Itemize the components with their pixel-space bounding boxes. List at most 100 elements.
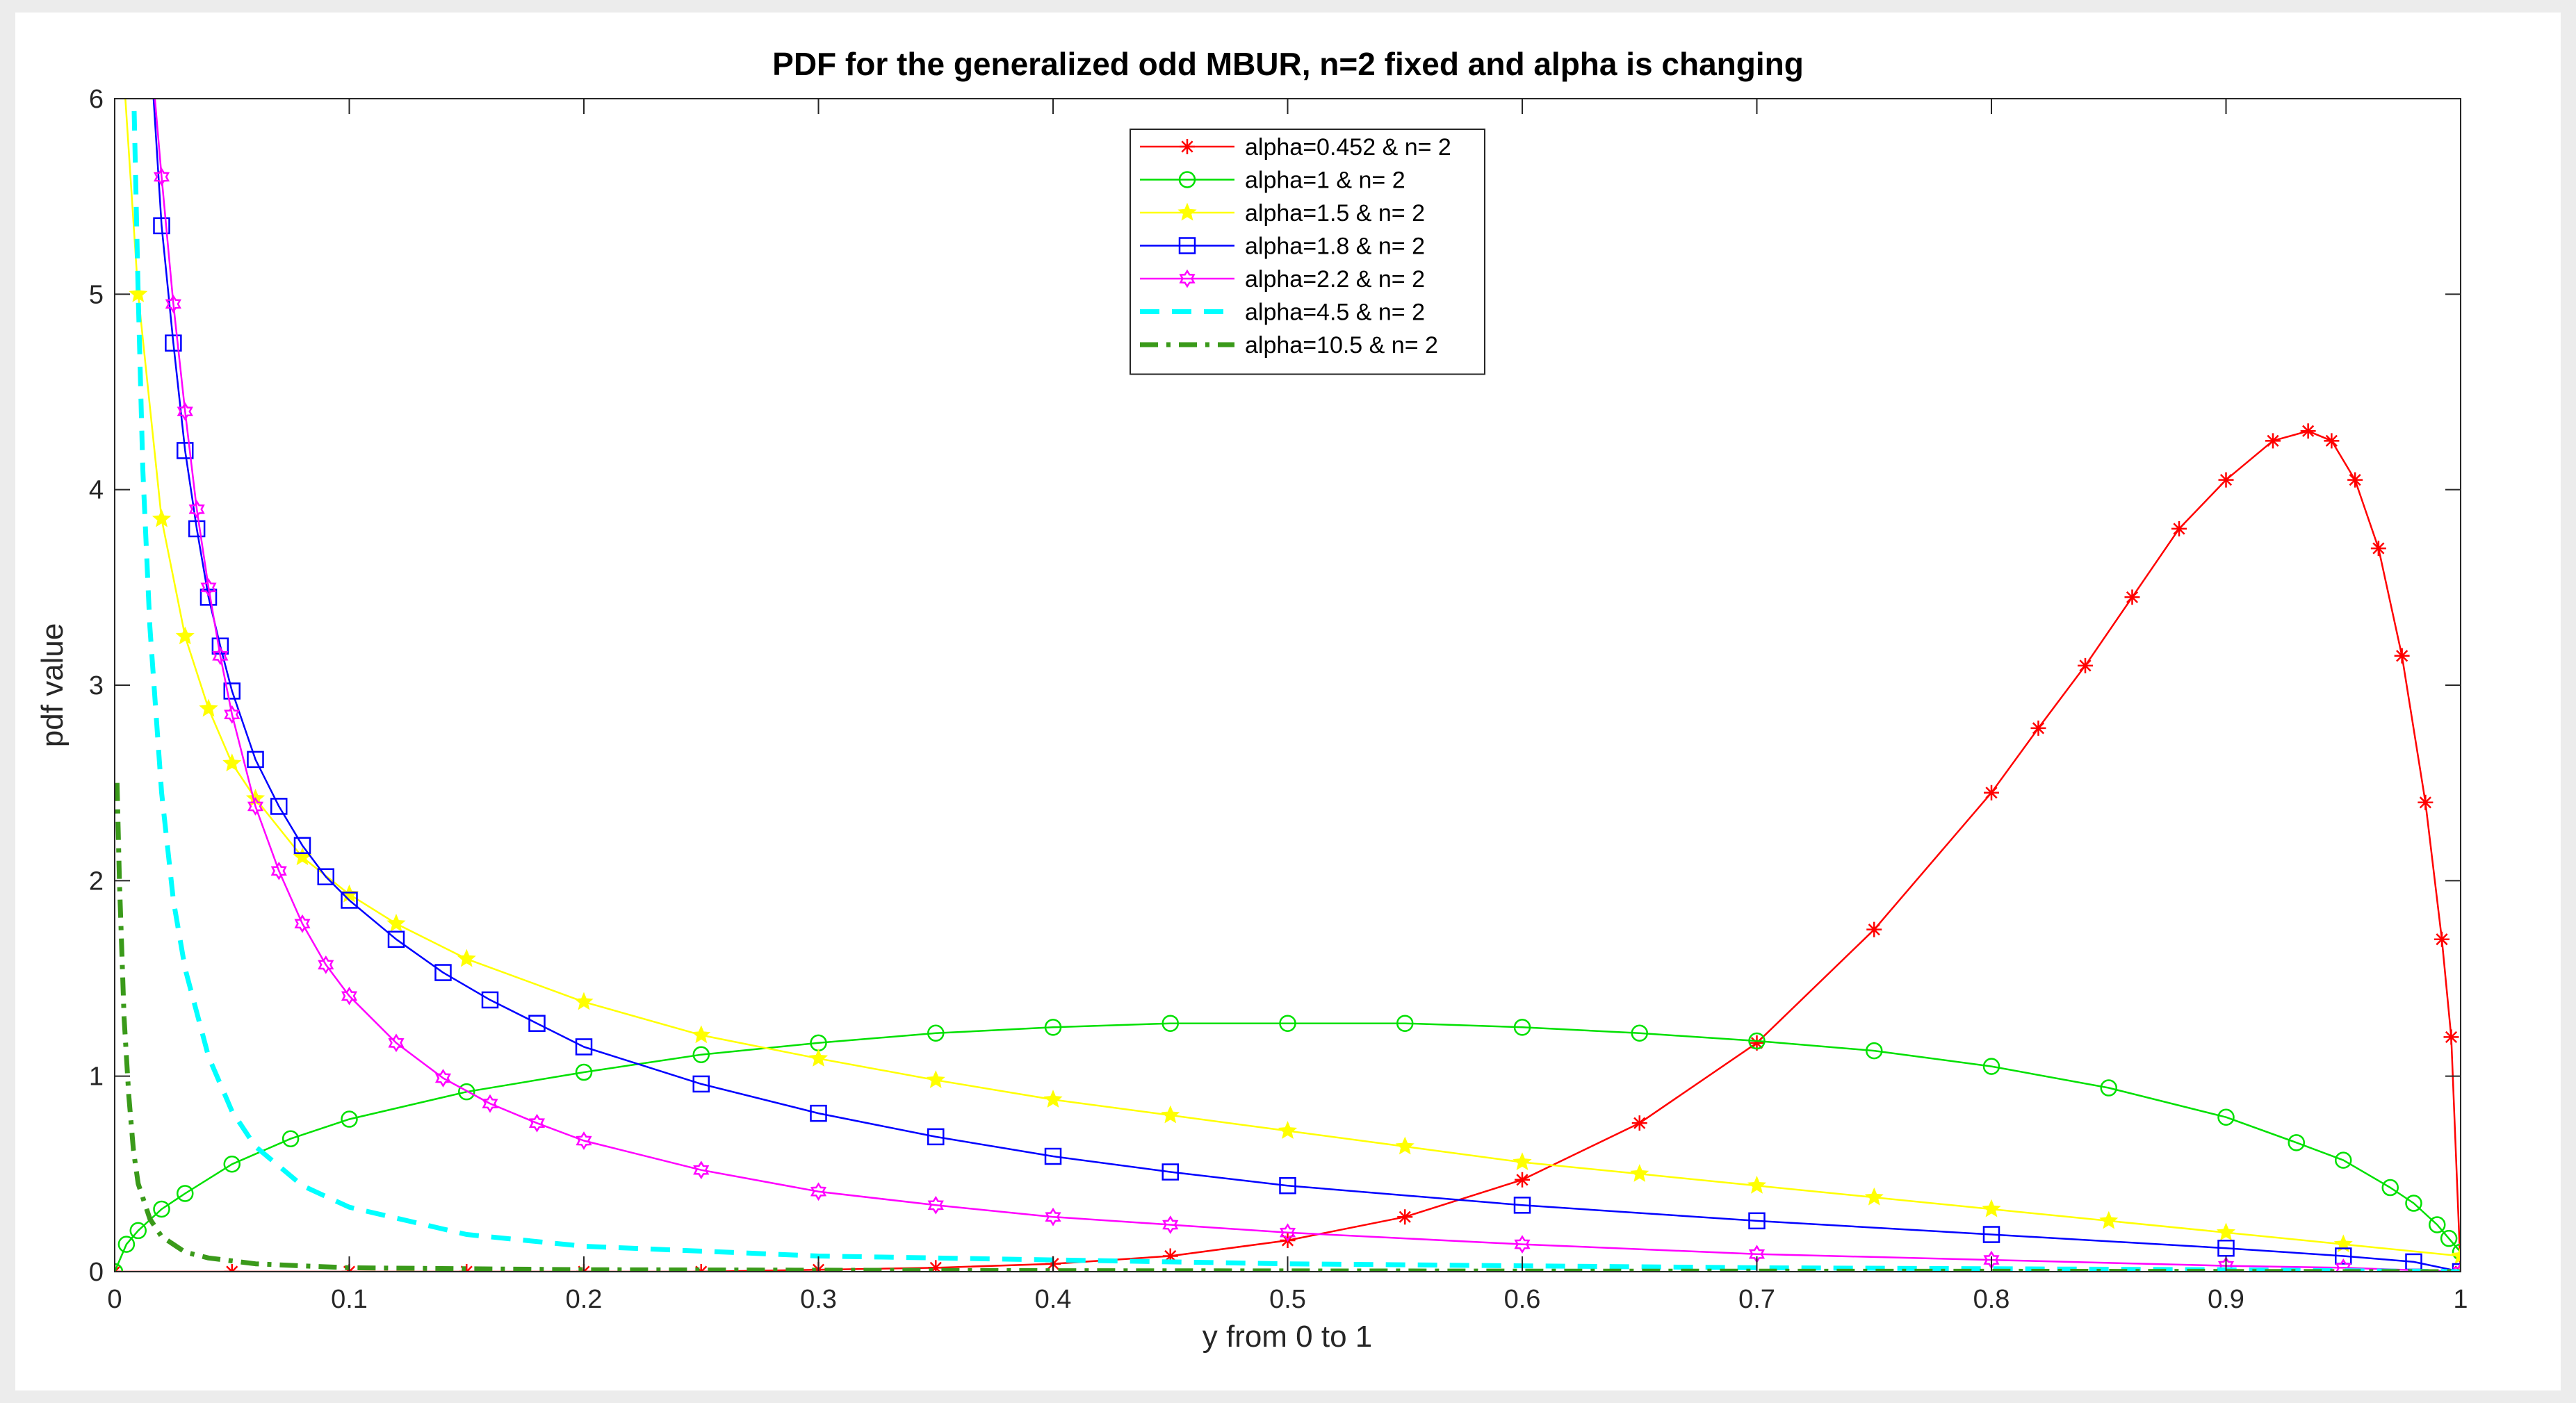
data-point-hexagram	[482, 1094, 498, 1113]
data-point-circle	[177, 1185, 194, 1202]
data-point-hexagram	[165, 295, 181, 313]
data-point-square	[1161, 1163, 1179, 1181]
data-point-hexagram	[247, 797, 264, 816]
data-point-hexagram	[1045, 1207, 1061, 1226]
data-point-circle	[2452, 1243, 2461, 1261]
data-point-square	[1178, 237, 1196, 254]
y-tick-label: 4	[89, 476, 104, 505]
data-point-star	[692, 1025, 711, 1044]
legend-label: alpha=1 & n= 2	[1245, 167, 1405, 194]
data-point-hexagram	[528, 1113, 546, 1133]
legend-label: alpha=4.5 & n= 2	[1245, 300, 1425, 326]
data-point-hexagram	[153, 167, 170, 186]
legend-item[interactable]: alpha=0.452 & n= 2	[1140, 134, 1451, 161]
series-line	[154, 99, 2461, 1272]
legend-label: alpha=10.5 & n= 2	[1245, 332, 1438, 359]
data-point-square	[927, 1128, 945, 1146]
data-point-asterisk	[2418, 794, 2434, 810]
data-point-asterisk	[2265, 433, 2281, 449]
legend-item[interactable]: alpha=2.2 & n= 2	[1140, 266, 1425, 293]
data-point-star	[2216, 1222, 2236, 1241]
data-point-star	[1395, 1136, 1415, 1155]
data-point-hexagram	[212, 646, 229, 666]
data-point-square	[1982, 1226, 2000, 1243]
data-point-asterisk	[2434, 931, 2449, 947]
data-point-asterisk	[2347, 472, 2363, 488]
data-point-square	[1513, 1197, 1531, 1214]
x-tick-label: 0.1	[331, 1285, 368, 1314]
legend-item[interactable]: alpha=4.5 & n= 2	[1140, 300, 1425, 326]
data-point-hexagram	[1279, 1223, 1296, 1242]
data-point-asterisk	[1984, 785, 1999, 801]
data-point-circle	[1513, 1019, 1531, 1036]
data-point-asterisk	[1162, 1248, 1178, 1264]
data-point-star	[293, 847, 312, 866]
x-tick-label: 1	[2453, 1285, 2468, 1314]
data-point-asterisk	[1749, 1035, 1765, 1051]
data-point-circle	[282, 1130, 300, 1147]
data-point-hexagram	[188, 500, 205, 519]
data-point-star	[1043, 1090, 1063, 1108]
chart-svg: PDF for the generalized odd MBUR, n=2 fi…	[35, 33, 2468, 1354]
data-point-square	[247, 750, 264, 769]
data-point-circle	[341, 1110, 358, 1128]
data-point-circle	[223, 1156, 241, 1173]
legend-item[interactable]: alpha=1.5 & n= 2	[1140, 200, 1425, 227]
data-point-circle	[129, 1222, 147, 1240]
data-point-square	[2217, 1239, 2235, 1257]
data-point-asterisk	[1515, 1172, 1530, 1188]
data-point-square	[142, 33, 158, 48]
data-point-circle	[153, 1200, 170, 1218]
data-point-star	[808, 1049, 829, 1067]
data-point-asterisk	[2443, 1029, 2459, 1045]
x-axis-label: y from 0 to 1	[1203, 1320, 1373, 1354]
data-point-star	[2451, 1246, 2461, 1265]
data-point-hexagram	[270, 861, 287, 880]
data-point-circle	[575, 1063, 593, 1081]
data-point-star	[1278, 1121, 1298, 1139]
legend-label: alpha=2.2 & n= 2	[1245, 266, 1425, 293]
data-point-circle	[1866, 1042, 1883, 1060]
legend-label: alpha=1.8 & n= 2	[1245, 233, 1425, 260]
legend[interactable]: alpha=0.452 & n= 2 alpha=1 & n= 2 alpha=1.…	[1130, 129, 1485, 375]
data-point-hexagram	[693, 1160, 710, 1180]
data-point-square	[177, 442, 194, 459]
data-point-hexagram	[810, 1182, 827, 1201]
legend-item[interactable]: alpha=1.8 & n= 2	[1140, 233, 1425, 260]
series-3	[124, 99, 2461, 1265]
data-point-circle	[2405, 1195, 2422, 1212]
data-point-square	[153, 217, 170, 235]
data-point-square	[223, 682, 241, 700]
data-point-asterisk	[1397, 1209, 1413, 1225]
x-tick-label: 0.8	[1973, 1285, 2010, 1314]
data-point-hexagram	[1162, 1215, 1179, 1234]
legend-label: alpha=0.452 & n= 2	[1245, 134, 1451, 161]
data-point-square	[317, 868, 334, 885]
data-point-circle	[2381, 1179, 2399, 1197]
data-point-star	[2099, 1211, 2119, 1229]
data-point-asterisk	[928, 1260, 944, 1272]
data-point-hexagram	[318, 955, 334, 974]
data-point-circle	[2288, 1134, 2305, 1151]
figure-window: PDF for the generalized odd MBUR, n=2 fi…	[15, 13, 2561, 1390]
data-point-star	[152, 509, 172, 527]
data-point-star	[574, 992, 594, 1010]
data-point-star	[1630, 1164, 1649, 1182]
x-tick-label: 0.4	[1035, 1285, 1072, 1314]
data-point-circle	[1178, 171, 1196, 188]
legend-item[interactable]: alpha=1 & n= 2	[1140, 167, 1405, 194]
y-axis-label: pdf value	[35, 623, 70, 748]
series-layer	[115, 33, 2461, 1272]
legend-item[interactable]: alpha=10.5 & n= 2	[1140, 332, 1438, 359]
data-point-star	[457, 949, 476, 967]
data-point-star	[1161, 1105, 1180, 1124]
data-point-asterisk	[2324, 433, 2340, 449]
data-point-circle	[927, 1024, 945, 1042]
data-point-square	[1044, 1147, 1062, 1165]
data-point-star	[1864, 1187, 1884, 1206]
data-point-circle	[1748, 1032, 1766, 1050]
series-7	[115, 782, 2461, 1272]
data-point-asterisk	[2171, 520, 2187, 536]
data-point-asterisk	[2124, 589, 2140, 605]
x-tick-label: 0	[107, 1285, 122, 1314]
